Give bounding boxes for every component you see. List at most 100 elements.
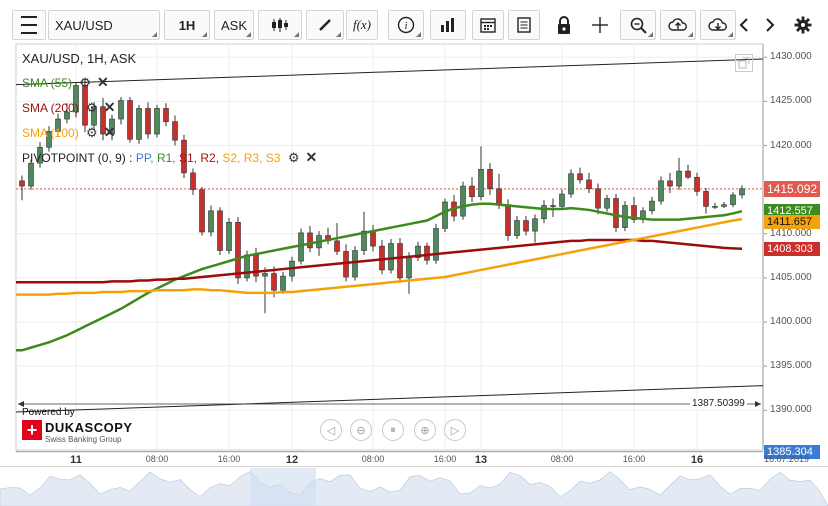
candle-body	[559, 193, 565, 207]
bar-chart-icon[interactable]	[430, 10, 466, 40]
chevron-right-glyph	[766, 18, 775, 32]
cloud-upload-icon[interactable]	[660, 10, 696, 40]
legend-sma200-label: SMA (200)	[22, 101, 79, 115]
legend-s3: S3	[265, 151, 281, 165]
chart-title: XAU/USD, 1H, ASK	[22, 51, 136, 66]
candle-body	[208, 210, 214, 233]
x-tick-label: 08:00	[361, 454, 385, 464]
symbol-selector[interactable]: XAU/USD	[48, 10, 160, 40]
candle-body	[469, 185, 475, 197]
gear-icon[interactable]: ⚙	[86, 125, 98, 140]
chevron-right-icon[interactable]	[760, 10, 780, 40]
timeframe-label: 1H	[178, 17, 196, 33]
candle-body	[82, 85, 88, 126]
gear-icon[interactable]	[792, 10, 814, 40]
gear-icon[interactable]: ⚙	[287, 150, 300, 165]
candle-body	[568, 173, 574, 195]
gear-icon[interactable]: ⚙	[86, 100, 98, 115]
candle-body	[298, 232, 304, 262]
close-icon[interactable]: ✕	[305, 149, 318, 165]
scroll-left-button[interactable]: ◁	[320, 419, 342, 441]
channel-line-upper	[15, 58, 764, 86]
side-selector[interactable]: ASK	[214, 10, 254, 40]
powered-by-label: Powered by	[22, 407, 75, 418]
x-tick-label: 12	[285, 454, 299, 466]
sma100-price-tag: 1411.657	[764, 215, 820, 230]
brand-tagline: Swiss Banking Group	[45, 435, 122, 444]
candle-body	[199, 189, 205, 233]
candle-body	[64, 111, 70, 120]
y-tick-label: 1410.000	[770, 227, 812, 239]
chevron-left-icon[interactable]	[734, 10, 754, 40]
brand-text: DUKASCOPY Swiss Banking Group	[45, 420, 133, 444]
cloud-download-glyph	[708, 18, 727, 31]
close-icon[interactable]: ✕	[103, 99, 116, 115]
lock-glyph	[558, 16, 570, 34]
scroll-right-button[interactable]: ▷	[444, 419, 466, 441]
legend-pivot-label: PIVOTPOINT (0, 9)	[22, 151, 126, 165]
gear-glyph	[794, 16, 812, 34]
candle-body	[307, 232, 313, 249]
zoom-glyph	[630, 17, 647, 34]
zoom-in-button[interactable]: ⊕	[414, 419, 436, 441]
candle-body	[676, 170, 682, 187]
x-tick-label: 16:00	[217, 454, 241, 464]
y-tick-label: 1420.000	[770, 139, 812, 151]
candle-body	[595, 188, 601, 209]
legend-r2: R2,	[200, 151, 220, 165]
close-icon[interactable]: ✕	[97, 74, 109, 90]
gear-icon[interactable]: ⚙	[79, 75, 92, 90]
candle-body	[100, 106, 106, 135]
crosshair-icon[interactable]	[586, 10, 614, 40]
candle-body	[415, 245, 421, 258]
hamburger-icon[interactable]	[12, 10, 46, 40]
fx-button[interactable]: f(x)	[346, 10, 378, 40]
x-tick-label: 16:00	[622, 454, 646, 464]
candle-body	[352, 250, 358, 278]
candle-body	[361, 230, 367, 251]
x-tick-label: 11	[70, 454, 82, 466]
measure-arrow-right	[755, 401, 761, 407]
candle-body	[658, 180, 664, 202]
candle-body	[703, 191, 709, 207]
swiss-cross-icon: +	[22, 420, 42, 440]
cloud-download-icon[interactable]	[700, 10, 736, 40]
candle-body	[91, 106, 97, 126]
candle-body	[172, 121, 178, 141]
candle-body	[505, 204, 511, 236]
series-line-sma55	[16, 202, 743, 352]
measure-arrow-left	[18, 401, 24, 407]
candle-body	[397, 243, 403, 279]
candle-body	[334, 240, 340, 252]
calendar-icon[interactable]	[472, 10, 504, 40]
fx-label: f(x)	[352, 17, 372, 32]
chevron-left-glyph	[739, 18, 748, 32]
channel-line-lower	[15, 385, 764, 413]
candle-body	[73, 85, 79, 113]
close-icon[interactable]: ✕	[103, 124, 116, 140]
navigator-window	[250, 468, 316, 506]
info-icon[interactable]: i	[388, 10, 424, 40]
reset-view-button[interactable]: ⏸	[382, 419, 404, 441]
report-icon[interactable]	[508, 10, 540, 40]
candle-body	[370, 230, 376, 247]
calendar-glyph	[480, 18, 496, 33]
expand-icon[interactable]	[735, 54, 753, 72]
candle-body	[523, 220, 529, 232]
candlestick-icon[interactable]	[258, 10, 302, 40]
zoom-out-button[interactable]: ⊖	[350, 419, 372, 441]
lock-icon[interactable]	[550, 10, 578, 40]
candle-body	[730, 194, 736, 205]
cloud-upload-glyph	[668, 18, 687, 31]
info-glyph: i	[397, 16, 415, 34]
timeframe-selector[interactable]: 1H	[164, 10, 210, 40]
toolbar: XAU/USD 1H ASK f(x) i	[0, 0, 828, 50]
pencil-icon[interactable]	[306, 10, 344, 40]
candle-body	[181, 139, 187, 174]
zoom-icon[interactable]	[620, 10, 656, 40]
candle-body	[541, 205, 547, 220]
candle-body	[46, 131, 52, 148]
x-tick-label: 08:00	[550, 454, 574, 464]
navigator-strip[interactable]	[0, 466, 828, 506]
